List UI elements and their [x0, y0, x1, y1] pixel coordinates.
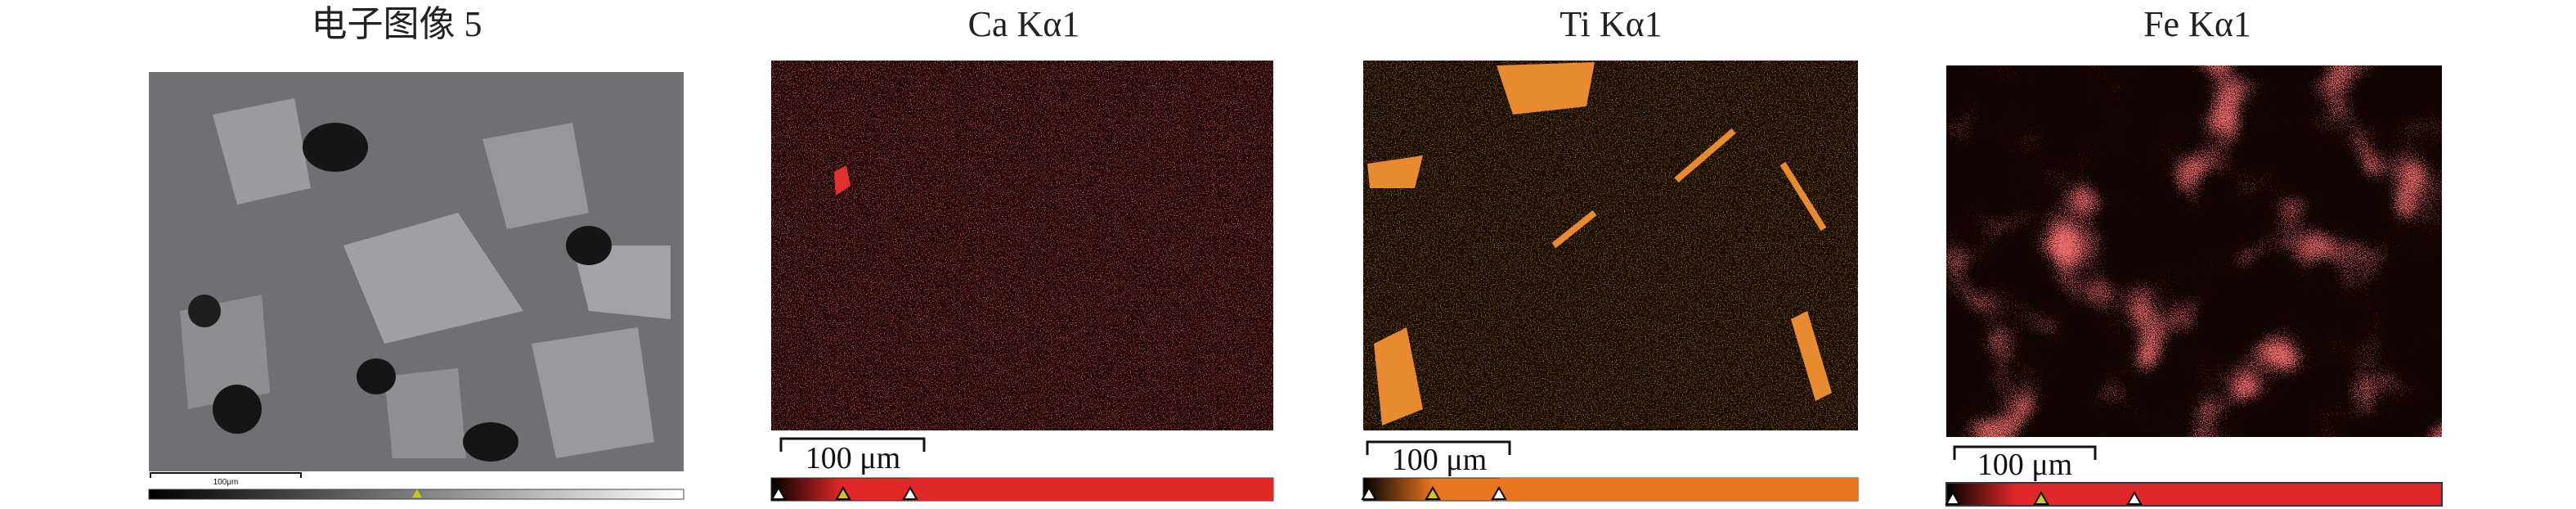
- ca-map: [771, 61, 1273, 430]
- scale-bar: [779, 437, 926, 452]
- marker: [1491, 485, 1507, 500]
- marker: [902, 485, 918, 500]
- panel-title: Ti Kα1: [1560, 4, 1662, 44]
- scale-label: 100μm: [213, 478, 239, 487]
- marker: [412, 489, 422, 498]
- color-bar: [2131, 483, 2442, 506]
- marker: [1361, 485, 1377, 500]
- marker: [2126, 490, 2143, 505]
- marker: [1945, 490, 1961, 505]
- panel-title: 电子图像 5: [312, 4, 482, 44]
- panel-title: Fe Kα1: [2143, 4, 2251, 44]
- color-bar: [1499, 478, 1858, 501]
- marker: [2033, 490, 2049, 505]
- color-bar: [910, 478, 1273, 501]
- marker: [1425, 485, 1441, 500]
- ti-map: [1363, 61, 1858, 430]
- scale-label: 100 μm: [1392, 443, 1487, 477]
- scale-bar: [150, 472, 302, 478]
- marker: [835, 485, 851, 500]
- scale-label: 100 μm: [1977, 448, 2072, 482]
- scale-bar: [1953, 445, 2097, 460]
- electron-image: [149, 72, 684, 471]
- fe-map: [1946, 65, 2442, 437]
- color-bar-border: [1945, 482, 2443, 507]
- panel-title: Ca Kα1: [968, 4, 1080, 44]
- scale-bar: [1366, 440, 1511, 455]
- marker: [770, 485, 787, 500]
- scale-label: 100 μm: [806, 441, 900, 475]
